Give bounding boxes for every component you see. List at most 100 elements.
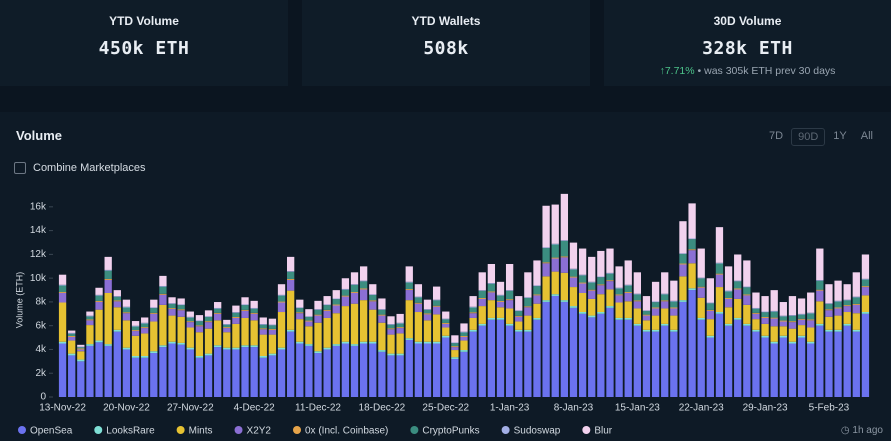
bar-segment bbox=[460, 336, 468, 337]
x-tick-label: 29-Jan-23 bbox=[743, 403, 788, 414]
bar-segment bbox=[68, 355, 76, 397]
x-tick-label: 1-Jan-23 bbox=[490, 403, 530, 414]
bar-segment bbox=[852, 296, 860, 298]
legend-swatch bbox=[501, 426, 510, 434]
bar-segment bbox=[341, 296, 350, 307]
bar-segment bbox=[214, 307, 222, 309]
x-tick-label: 25-Dec-22 bbox=[422, 403, 469, 414]
bar-segment bbox=[186, 347, 194, 350]
bar-segment bbox=[606, 289, 614, 307]
bar-segment bbox=[761, 317, 769, 324]
bar-segment bbox=[797, 319, 806, 326]
bar-segment bbox=[816, 323, 824, 326]
bar-segment bbox=[788, 321, 797, 323]
bar-segment bbox=[387, 324, 395, 325]
bar-segment bbox=[122, 299, 131, 307]
bar-segment bbox=[588, 290, 596, 299]
bar-segment bbox=[606, 280, 614, 282]
bar-segment bbox=[524, 306, 532, 308]
range-button[interactable]: 7D bbox=[769, 130, 784, 142]
bar-segment bbox=[378, 298, 386, 310]
bar-segment bbox=[432, 343, 441, 397]
bar-segment bbox=[159, 347, 167, 397]
bar-segment bbox=[706, 310, 714, 320]
bar-segment bbox=[661, 272, 669, 294]
y-tick-label: 16k bbox=[30, 201, 47, 212]
bar-segment bbox=[77, 361, 85, 397]
bar-segment bbox=[387, 328, 395, 330]
bar-segment bbox=[861, 287, 870, 296]
checkbox[interactable] bbox=[14, 162, 26, 174]
bar-segment bbox=[131, 357, 140, 397]
bar-segment bbox=[624, 293, 632, 302]
bar-segment bbox=[478, 290, 486, 291]
bar-segment bbox=[195, 325, 204, 327]
bar-segment bbox=[469, 306, 477, 308]
bar-segment bbox=[305, 320, 313, 322]
bar-segment bbox=[250, 320, 258, 346]
bar-segment bbox=[825, 309, 833, 311]
bar-segment bbox=[496, 300, 505, 302]
bar-segment bbox=[241, 317, 249, 346]
bar-segment bbox=[451, 343, 459, 347]
bar-segment bbox=[86, 344, 94, 346]
bar-segment bbox=[414, 303, 423, 313]
bar-segment bbox=[378, 314, 386, 316]
bar-segment bbox=[168, 309, 176, 316]
bar-segment bbox=[752, 312, 760, 314]
bar-segment bbox=[779, 321, 787, 327]
bar-segment bbox=[852, 272, 860, 297]
bar-segment bbox=[369, 300, 377, 302]
bar-segment bbox=[697, 278, 705, 287]
bar-segment bbox=[807, 313, 815, 320]
bar-segment bbox=[734, 317, 742, 320]
bar-segment bbox=[113, 296, 121, 297]
bar-segment bbox=[597, 312, 605, 314]
range-button[interactable]: 1Y bbox=[833, 130, 847, 142]
bar-segment bbox=[341, 343, 350, 397]
bar-segment bbox=[259, 334, 267, 356]
bar-segment bbox=[323, 317, 331, 348]
bar-segment bbox=[642, 331, 651, 397]
bar-segment bbox=[58, 341, 67, 344]
bar-segment bbox=[195, 320, 204, 322]
bar-segment bbox=[624, 260, 632, 285]
bar-segment bbox=[743, 325, 751, 397]
bar-segment bbox=[633, 325, 641, 397]
combine-toggle[interactable]: Combine Marketplaces bbox=[14, 162, 146, 174]
bar-segment bbox=[524, 272, 532, 298]
bar-segment bbox=[423, 299, 432, 310]
bar-segment bbox=[478, 290, 486, 298]
bar-segment bbox=[487, 317, 496, 320]
bar-segment bbox=[569, 242, 578, 269]
legend-swatch bbox=[582, 426, 591, 434]
bar-segment bbox=[122, 307, 131, 313]
bar-segment bbox=[369, 301, 377, 310]
bar-segment bbox=[761, 311, 769, 313]
bar-segment bbox=[615, 302, 623, 318]
bar-segment bbox=[186, 316, 194, 318]
bar-segment bbox=[387, 353, 395, 356]
bar-segment bbox=[369, 341, 377, 344]
bar-segment bbox=[131, 326, 140, 331]
bar-segment bbox=[350, 284, 359, 285]
bar-segment bbox=[697, 287, 705, 298]
bar-segment bbox=[86, 315, 94, 317]
bar-segment bbox=[141, 317, 149, 323]
bar-segment bbox=[432, 314, 441, 342]
bar-segment bbox=[569, 268, 578, 270]
range-button[interactable]: All bbox=[860, 130, 873, 142]
bar-segment bbox=[588, 315, 596, 318]
bar-segment bbox=[359, 280, 368, 282]
bar-segment bbox=[551, 258, 559, 272]
bar-segment bbox=[779, 326, 787, 336]
bar-segment bbox=[661, 300, 669, 302]
bar-segment bbox=[606, 272, 614, 274]
bar-segment bbox=[350, 344, 359, 346]
range-button[interactable]: 90D bbox=[791, 128, 826, 146]
bar-segment bbox=[843, 312, 851, 324]
bar-segment bbox=[642, 310, 651, 312]
bar-segment bbox=[259, 324, 267, 325]
bar-segment bbox=[104, 344, 112, 346]
bar-segment bbox=[214, 347, 222, 397]
